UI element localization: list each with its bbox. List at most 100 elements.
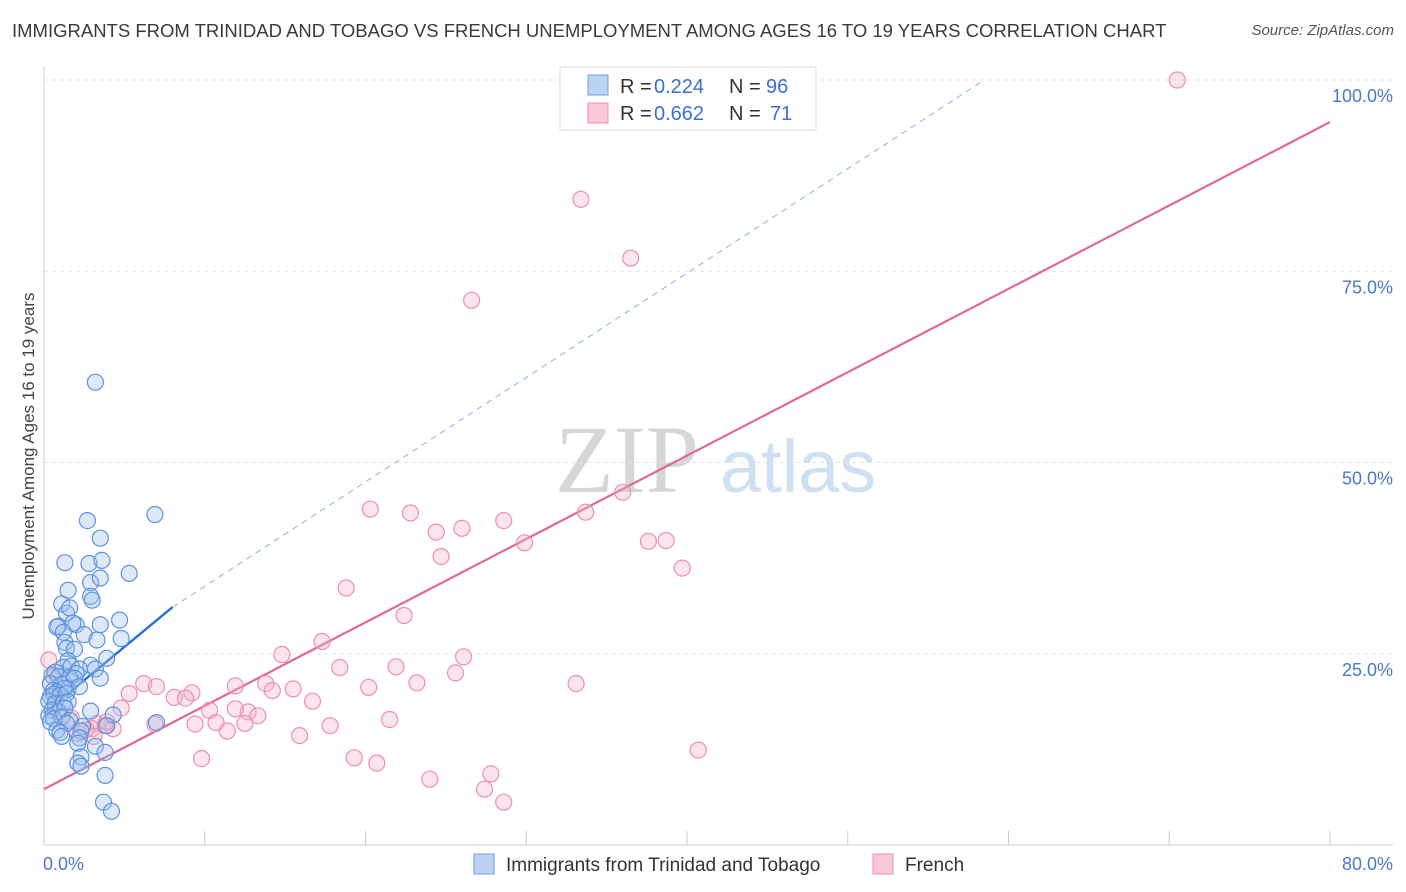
french-point-32 — [263, 681, 281, 700]
trinidad-point-5 — [80, 554, 98, 573]
bottom-legend-swatch-blue — [473, 853, 495, 875]
trinidad-point-78 — [86, 737, 105, 755]
trinidad-point-14 — [57, 604, 76, 622]
trinidad-point-1 — [146, 505, 164, 524]
french-point-42 — [249, 707, 267, 725]
trinidad-point-74 — [98, 717, 116, 735]
french-point-28 — [408, 674, 426, 692]
french-point-17 — [337, 579, 355, 597]
french-point-49 — [381, 710, 399, 729]
french-point-1 — [1168, 71, 1186, 89]
french-point-64 — [495, 793, 513, 811]
trinidad-point-3 — [91, 529, 109, 547]
french-point-30 — [147, 677, 166, 696]
trinidad-point-12 — [83, 591, 101, 609]
french-point-20 — [273, 645, 291, 664]
watermark-zip: ZIP — [555, 406, 699, 513]
french-point-23 — [387, 658, 405, 676]
legend-swatch-pink — [587, 102, 609, 124]
french-point-7 — [401, 504, 420, 522]
trinidad-point-25 — [88, 631, 106, 649]
french-point-3 — [622, 249, 640, 267]
french-point-33 — [284, 680, 302, 698]
trinidad-point-26 — [56, 633, 74, 651]
watermark-atlas: atlas — [720, 425, 876, 508]
gridlines — [44, 79, 1393, 655]
legend-r-value-pink: 0.662 — [654, 103, 704, 125]
legend-n-value-pink: 71 — [770, 103, 792, 125]
trinidad-point-2 — [78, 511, 97, 530]
legend-r-label-blue: R = — [620, 76, 652, 98]
french-point-12 — [515, 534, 534, 552]
trinidad-point-4 — [56, 554, 74, 572]
trinidad-point-82 — [72, 757, 90, 775]
french-point-22 — [331, 658, 349, 677]
trinidad-point-68 — [57, 714, 76, 733]
trinidad-point-75 — [53, 727, 71, 746]
trinidad-point-63 — [40, 707, 58, 725]
trinidad-point-35 — [86, 660, 105, 678]
legend-n-label-blue: N = — [729, 76, 761, 98]
trinidad-point-61 — [81, 702, 100, 720]
french-point-14 — [657, 531, 675, 550]
bottom-legend-label-blue: Immigrants from Trinidad and Tobago — [506, 855, 820, 876]
french-point-9 — [427, 523, 445, 541]
trinidad-point-42 — [91, 669, 109, 687]
trinidad-trend-extension — [172, 79, 985, 608]
y-axis-tick-labels: 25.0% 50.0% 75.0% 100.0% — [1332, 86, 1393, 680]
trinidad-point-77 — [69, 734, 87, 752]
trinidad-point-8 — [81, 573, 100, 592]
y-tick-label-2: 75.0% — [1342, 277, 1393, 297]
trinidad-point-7 — [120, 564, 138, 583]
trinidad-point-79 — [96, 743, 114, 762]
french-point-34 — [360, 678, 378, 697]
french-point-35 — [120, 684, 138, 703]
french-point-38 — [303, 692, 322, 710]
y-tick-label-0: 25.0% — [1342, 660, 1393, 680]
bottom-legend: Immigrants from Trinidad and Tobago Fren… — [473, 853, 964, 876]
french-point-2 — [572, 190, 590, 208]
french-point-47 — [236, 714, 254, 733]
french-point-61 — [421, 770, 439, 788]
trinidad-point-30 — [98, 649, 116, 667]
x-tick-label-max: 80.0% — [1342, 854, 1393, 874]
chart-source: Source: ZipAtlas.com — [1251, 22, 1394, 39]
chart-title: IMMIGRANTS FROM TRINIDAD AND TOBAGO VS F… — [12, 20, 1167, 41]
french-point-29 — [567, 674, 585, 693]
trinidad-point-62 — [104, 706, 122, 724]
french-point-37 — [176, 689, 195, 707]
y-tick-label-1: 50.0% — [1342, 469, 1393, 489]
trinidad-point-16 — [110, 611, 129, 629]
trinidad-point-20 — [91, 616, 109, 634]
french-point-15 — [432, 547, 450, 566]
french-point-18 — [395, 606, 413, 625]
french-point-54 — [218, 722, 236, 740]
french-point-27 — [257, 674, 275, 693]
french-point-63 — [475, 780, 494, 798]
trinidad-point-54 — [40, 692, 58, 710]
legend: R = 0.224 N = 96 R = 0.662 N = 71 — [559, 66, 817, 131]
french-point-62 — [482, 765, 500, 783]
french-point-5 — [614, 483, 632, 501]
french-point-48 — [321, 717, 339, 735]
y-axis-label: Unemployment Among Ages 16 to 19 years — [19, 293, 38, 620]
trinidad-point-85 — [102, 802, 121, 820]
bottom-legend-swatch-pink — [872, 853, 894, 875]
french-point-19 — [313, 632, 331, 651]
french-point-43 — [226, 700, 244, 718]
trinidad-point-24 — [112, 629, 130, 648]
trinidad-point-83 — [96, 766, 114, 785]
y-tick-label-3: 100.0% — [1332, 86, 1393, 106]
french-point-16 — [673, 559, 691, 577]
french-point-45 — [186, 715, 204, 733]
french-point-21 — [455, 648, 473, 666]
french-point-6 — [361, 500, 379, 518]
french-point-4 — [463, 291, 481, 309]
x-tick-label-min: 0.0% — [43, 854, 84, 874]
french-point-13 — [639, 532, 658, 550]
trinidad-point-81 — [69, 754, 87, 772]
french-point-8 — [453, 519, 471, 537]
axes — [43, 66, 1393, 846]
trinidad-point-0 — [86, 373, 105, 391]
french-point-25 — [135, 674, 153, 693]
